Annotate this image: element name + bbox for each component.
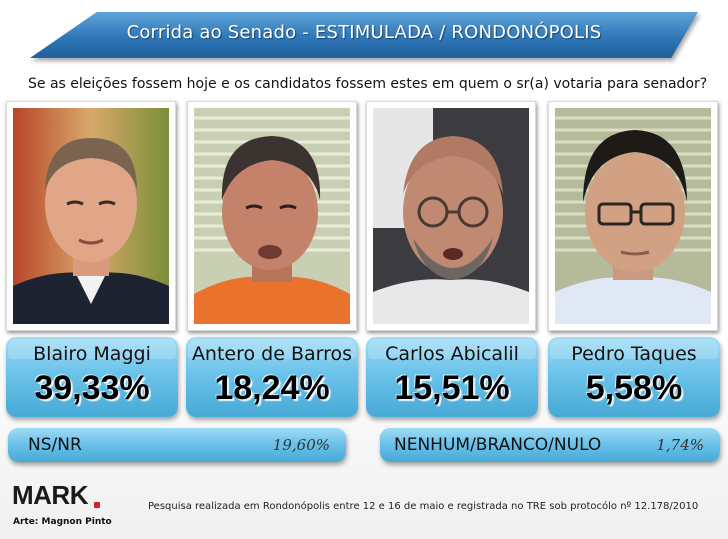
survey-footnote: Pesquisa realizada em Rondonópolis entre… bbox=[148, 501, 699, 512]
chart-title: Corrida ao Senado - ESTIMULADA / RONDONÓ… bbox=[126, 22, 602, 43]
response-percentage: 1,74% bbox=[656, 436, 704, 454]
response-label: NS/NR bbox=[28, 435, 82, 455]
candidate-percentage: 39,33% bbox=[34, 369, 150, 407]
portrait-image bbox=[373, 108, 529, 324]
survey-question: Se as eleições fossem hoje e os candidat… bbox=[28, 76, 708, 92]
candidate-percentage: 15,51% bbox=[394, 369, 510, 407]
candidate-percentage: 18,24% bbox=[214, 369, 330, 407]
candidate-percentage: 5,58% bbox=[585, 369, 683, 407]
portrait-image bbox=[194, 108, 350, 324]
mark-logo: MARK bbox=[12, 480, 89, 510]
candidate-name: Antero de Barros bbox=[191, 343, 353, 365]
result-card-pedro-taques: Pedro Taques 5,58% bbox=[548, 337, 720, 417]
candidate-photo-pedro-taques bbox=[548, 101, 718, 331]
candidate-photo-antero-de-barros bbox=[187, 101, 357, 331]
candidate-photo-blairo-maggi bbox=[6, 101, 176, 331]
result-card-blairo-maggi: Blairo Maggi 39,33% bbox=[6, 337, 178, 417]
logo-accent-mark bbox=[94, 502, 100, 508]
title-banner: Corrida ao Senado - ESTIMULADA / RONDONÓ… bbox=[30, 12, 698, 58]
candidate-name: Pedro Taques bbox=[571, 343, 697, 365]
portrait-image bbox=[13, 108, 169, 324]
result-bar-nenhum-branco-nulo: NENHUM/BRANCO/NULO 1,74% bbox=[380, 428, 720, 462]
art-credit: Arte: Magnon Pinto bbox=[13, 517, 112, 527]
response-label: NENHUM/BRANCO/NULO bbox=[394, 435, 602, 455]
candidate-photo-carlos-abicalil bbox=[366, 101, 536, 331]
result-bar-ns-nr: NS/NR 19,60% bbox=[8, 428, 346, 462]
portrait-image bbox=[555, 108, 711, 324]
result-card-antero-de-barros: Antero de Barros 18,24% bbox=[186, 337, 358, 417]
candidate-name: Carlos Abicalil bbox=[385, 343, 519, 365]
candidate-name: Blairo Maggi bbox=[33, 343, 151, 365]
title-banner-background bbox=[30, 12, 698, 58]
response-percentage: 19,60% bbox=[272, 436, 330, 454]
result-card-carlos-abicalil: Carlos Abicalil 15,51% bbox=[366, 337, 538, 417]
